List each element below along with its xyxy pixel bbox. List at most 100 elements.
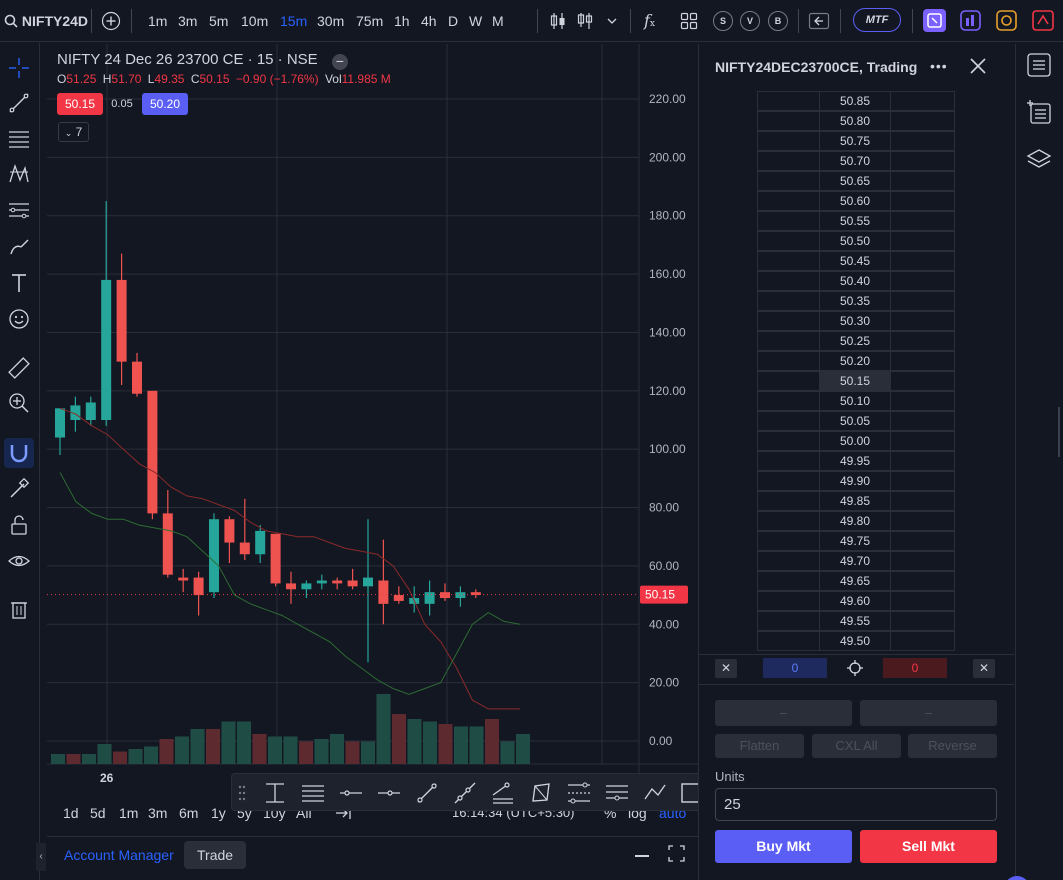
ladder-sell-cell[interactable] <box>890 231 955 251</box>
ladder-row[interactable]: 50.25 <box>757 331 955 351</box>
ladder-buy-cell[interactable] <box>757 171 820 191</box>
ladder-sell-cell[interactable] <box>890 591 955 611</box>
interval-5m[interactable]: 5m <box>209 13 229 29</box>
lock-all-tool[interactable] <box>4 510 34 540</box>
measure-tool[interactable] <box>4 353 34 383</box>
mtf-button[interactable]: MTF <box>853 8 901 32</box>
ladder-row[interactable]: 50.20 <box>757 351 955 371</box>
ladder-row[interactable]: 50.35 <box>757 291 955 311</box>
ladder-sell-cell[interactable] <box>890 391 955 411</box>
ladder-sell-cell[interactable] <box>890 91 955 111</box>
ladder-sell-cell[interactable] <box>890 471 955 491</box>
ladder-buy-cell[interactable] <box>757 511 820 531</box>
alerts-list-button[interactable] <box>1026 99 1052 125</box>
minimize-panel-button[interactable] <box>635 855 649 857</box>
ladder-buy-cell[interactable] <box>757 451 820 471</box>
vertical-range-tool[interactable] <box>262 780 288 806</box>
ladder-row[interactable]: 49.80 <box>757 511 955 531</box>
magnet-tool[interactable] <box>4 438 34 468</box>
app-icon-3[interactable] <box>995 9 1018 32</box>
interval-1h[interactable]: 1h <box>394 13 410 29</box>
cancel-buy-orders-button[interactable]: ✕ <box>715 659 737 678</box>
ladder-row[interactable]: 50.10 <box>757 391 955 411</box>
buy-market-button[interactable]: Buy Mkt <box>715 830 852 863</box>
ladder-sell-cell[interactable] <box>890 411 955 431</box>
app-icon-4[interactable] <box>1031 9 1055 32</box>
ladder-buy-cell[interactable] <box>757 531 820 551</box>
ladder-row[interactable]: 50.55 <box>757 211 955 231</box>
ladder-buy-cell[interactable] <box>757 551 820 571</box>
ladder-row[interactable]: 50.60 <box>757 191 955 211</box>
layouts-button[interactable] <box>680 0 698 42</box>
ladder-row[interactable]: 49.60 <box>757 591 955 611</box>
ladder-row[interactable]: 50.05 <box>757 411 955 431</box>
ray-tool[interactable] <box>452 780 478 806</box>
interval-30m[interactable]: 30m <box>317 13 345 29</box>
ladder-row[interactable]: 50.75 <box>757 131 955 151</box>
ladder-buy-cell[interactable] <box>757 291 820 311</box>
ladder-sell-cell[interactable] <box>890 211 955 231</box>
horizontal-ray-tool[interactable] <box>338 780 364 806</box>
ladder-sell-cell[interactable] <box>890 151 955 171</box>
ladder-sell-cell[interactable] <box>890 571 955 591</box>
trend-line-tool[interactable] <box>4 88 34 118</box>
interval-m[interactable]: M <box>492 13 504 29</box>
ladder-row[interactable]: 50.15 <box>757 371 955 391</box>
ladder-row[interactable]: 49.95 <box>757 451 955 471</box>
channel-lines-tool[interactable] <box>300 780 326 806</box>
chart-pane[interactable]: 220.00 200.00 180.00 160.00 140.00 120.00 100.… <box>47 44 698 832</box>
candle-type-button[interactable] <box>549 0 567 42</box>
tab-account-manager[interactable]: Account Manager <box>64 847 174 863</box>
zoom-tool[interactable] <box>4 388 34 418</box>
ladder-buy-cell[interactable] <box>757 431 820 451</box>
range-1y[interactable]: 1y <box>211 805 226 821</box>
crosshair-tool[interactable] <box>4 53 34 83</box>
ladder-buy-cell[interactable] <box>757 371 820 391</box>
legend-menu-button[interactable]: − <box>331 54 348 70</box>
interval-d[interactable]: D <box>448 13 459 29</box>
bar-type-button[interactable] <box>577 0 595 42</box>
range-1d[interactable]: 1d <box>63 805 79 821</box>
interval-3m[interactable]: 3m <box>178 13 198 29</box>
brush-tool[interactable] <box>4 232 34 262</box>
ladder-row[interactable]: 50.80 <box>757 111 955 131</box>
ladder-row[interactable]: 49.75 <box>757 531 955 551</box>
ladder-sell-cell[interactable] <box>890 371 955 391</box>
ladder-sell-cell[interactable] <box>890 271 955 291</box>
circle-button-b[interactable]: B <box>768 11 788 31</box>
buy-limit-button[interactable]: – <box>715 700 852 726</box>
ladder-row[interactable]: 50.65 <box>757 171 955 191</box>
chat-button[interactable] <box>1004 876 1030 880</box>
ladder-sell-cell[interactable] <box>890 251 955 271</box>
interval-1m[interactable]: 1m <box>148 13 168 29</box>
ladder-sell-cell[interactable] <box>890 511 955 531</box>
ladder-sell-cell[interactable] <box>890 531 955 551</box>
circle-button-s[interactable]: S <box>713 11 733 31</box>
ladder-buy-cell[interactable] <box>757 311 820 331</box>
ladder-buy-cell[interactable] <box>757 471 820 491</box>
horizontal-line-tool[interactable] <box>376 780 402 806</box>
fib-channel-tool[interactable] <box>566 780 592 806</box>
ladder-row[interactable]: 50.30 <box>757 311 955 331</box>
ladder-buy-cell[interactable] <box>757 331 820 351</box>
ladder-buy-cell[interactable] <box>757 91 820 111</box>
ladder-sell-cell[interactable] <box>890 131 955 151</box>
center-price-button[interactable] <box>847 660 863 676</box>
cancel-sell-orders-button[interactable]: ✕ <box>973 659 995 678</box>
polygon-tool[interactable] <box>528 780 554 806</box>
ladder-row[interactable]: 49.70 <box>757 551 955 571</box>
ladder-buy-cell[interactable] <box>757 411 820 431</box>
ladder-buy-cell[interactable] <box>757 351 820 371</box>
range-6m[interactable]: 6m <box>179 805 199 821</box>
ladder-buy-cell[interactable] <box>757 631 820 651</box>
panel-resize-handle[interactable] <box>1058 407 1063 457</box>
interval-75m[interactable]: 75m <box>356 13 384 29</box>
ladder-buy-cell[interactable] <box>757 391 820 411</box>
interval-w[interactable]: W <box>469 13 483 29</box>
ladder-sell-cell[interactable] <box>890 331 955 351</box>
interval-15m-active[interactable]: 15m <box>280 13 308 29</box>
ladder-sell-cell[interactable] <box>890 451 955 471</box>
ladder-sell-cell[interactable] <box>890 291 955 311</box>
ladder-buy-cell[interactable] <box>757 571 820 591</box>
parallel-channel-tool[interactable] <box>490 780 516 806</box>
